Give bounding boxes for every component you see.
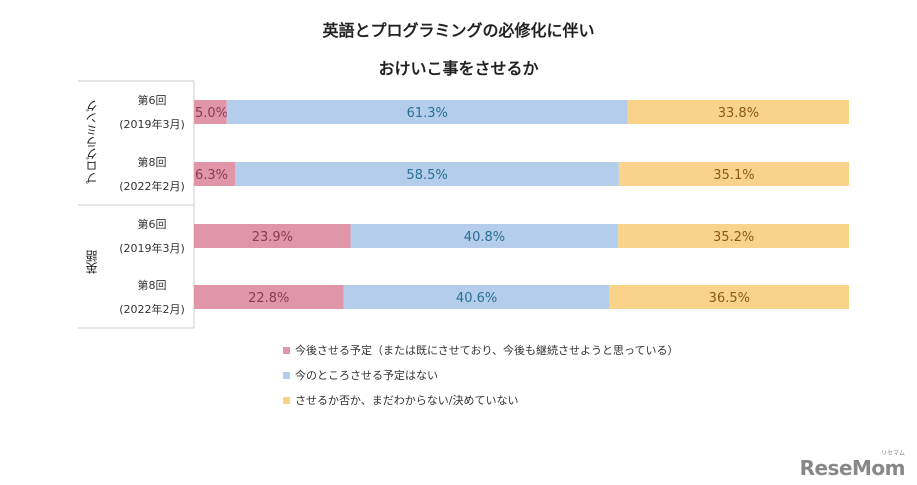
legend-item: させるか否か、まだわからない/決めていない <box>283 392 519 408</box>
data-label: 6.3% <box>195 168 228 183</box>
data-label: 35.1% <box>713 168 754 183</box>
legend-item: 今後させる予定（または既にさせており、今後も継続させようと思っている） <box>283 342 678 358</box>
bar-segment <box>618 162 849 186</box>
legend-label: 今後させる予定（または既にさせており、今後も継続させようと思っている） <box>295 344 679 357</box>
row-label: 第6回 <box>137 94 167 107</box>
data-label: 22.8% <box>248 291 289 306</box>
bar-segment <box>627 100 849 124</box>
data-label: 40.6% <box>456 291 497 306</box>
bar-segment <box>609 285 849 309</box>
resemom-logo: リセマム ReseMom <box>799 450 906 480</box>
data-label: 36.5% <box>709 291 750 306</box>
data-label: 35.2% <box>713 230 754 245</box>
bar-segment <box>618 224 849 248</box>
bar-segment <box>235 162 619 186</box>
data-label: 5.0% <box>195 106 228 121</box>
logo-subtext: リセマム <box>880 450 905 457</box>
legend-label: 今のところさせる予定はない <box>295 369 438 382</box>
data-label: 33.8% <box>718 106 759 121</box>
data-label: 58.5% <box>406 168 447 183</box>
logo-text: ReseMom <box>799 456 906 480</box>
group-label: 英語 <box>85 250 99 274</box>
data-label: 61.3% <box>407 106 448 121</box>
data-label: 23.9% <box>252 230 293 245</box>
bar-segment <box>226 100 628 124</box>
legend-item: 今のところさせる予定はない <box>283 367 438 383</box>
chart-title-line2: おけいこ事をさせるか <box>378 59 539 78</box>
legend-swatch <box>283 396 290 404</box>
row-sublabel: (2019年3月) <box>119 242 185 255</box>
bar-segment <box>194 224 351 248</box>
legend-swatch <box>283 346 290 354</box>
bar-segment <box>350 224 619 248</box>
row-label: 第8回 <box>137 279 167 292</box>
row-sublabel: (2019年3月) <box>119 118 185 131</box>
row-label: 第6回 <box>137 218 167 231</box>
data-label: 40.8% <box>464 230 505 245</box>
bar-segment <box>194 162 236 186</box>
bar-segment <box>194 285 344 309</box>
bar-segment <box>194 100 227 124</box>
group-label: プログラミング <box>85 100 99 184</box>
legend-swatch <box>283 371 290 379</box>
legend-label: させるか否か、まだわからない/決めていない <box>295 394 519 407</box>
row-label: 第8回 <box>137 156 167 169</box>
row-sublabel: (2022年2月) <box>119 303 185 316</box>
row-sublabel: (2022年2月) <box>119 180 185 193</box>
chart-title-line1: 英語とプログラミングの必修化に伴い <box>322 21 595 40</box>
bar-segment <box>343 285 610 309</box>
